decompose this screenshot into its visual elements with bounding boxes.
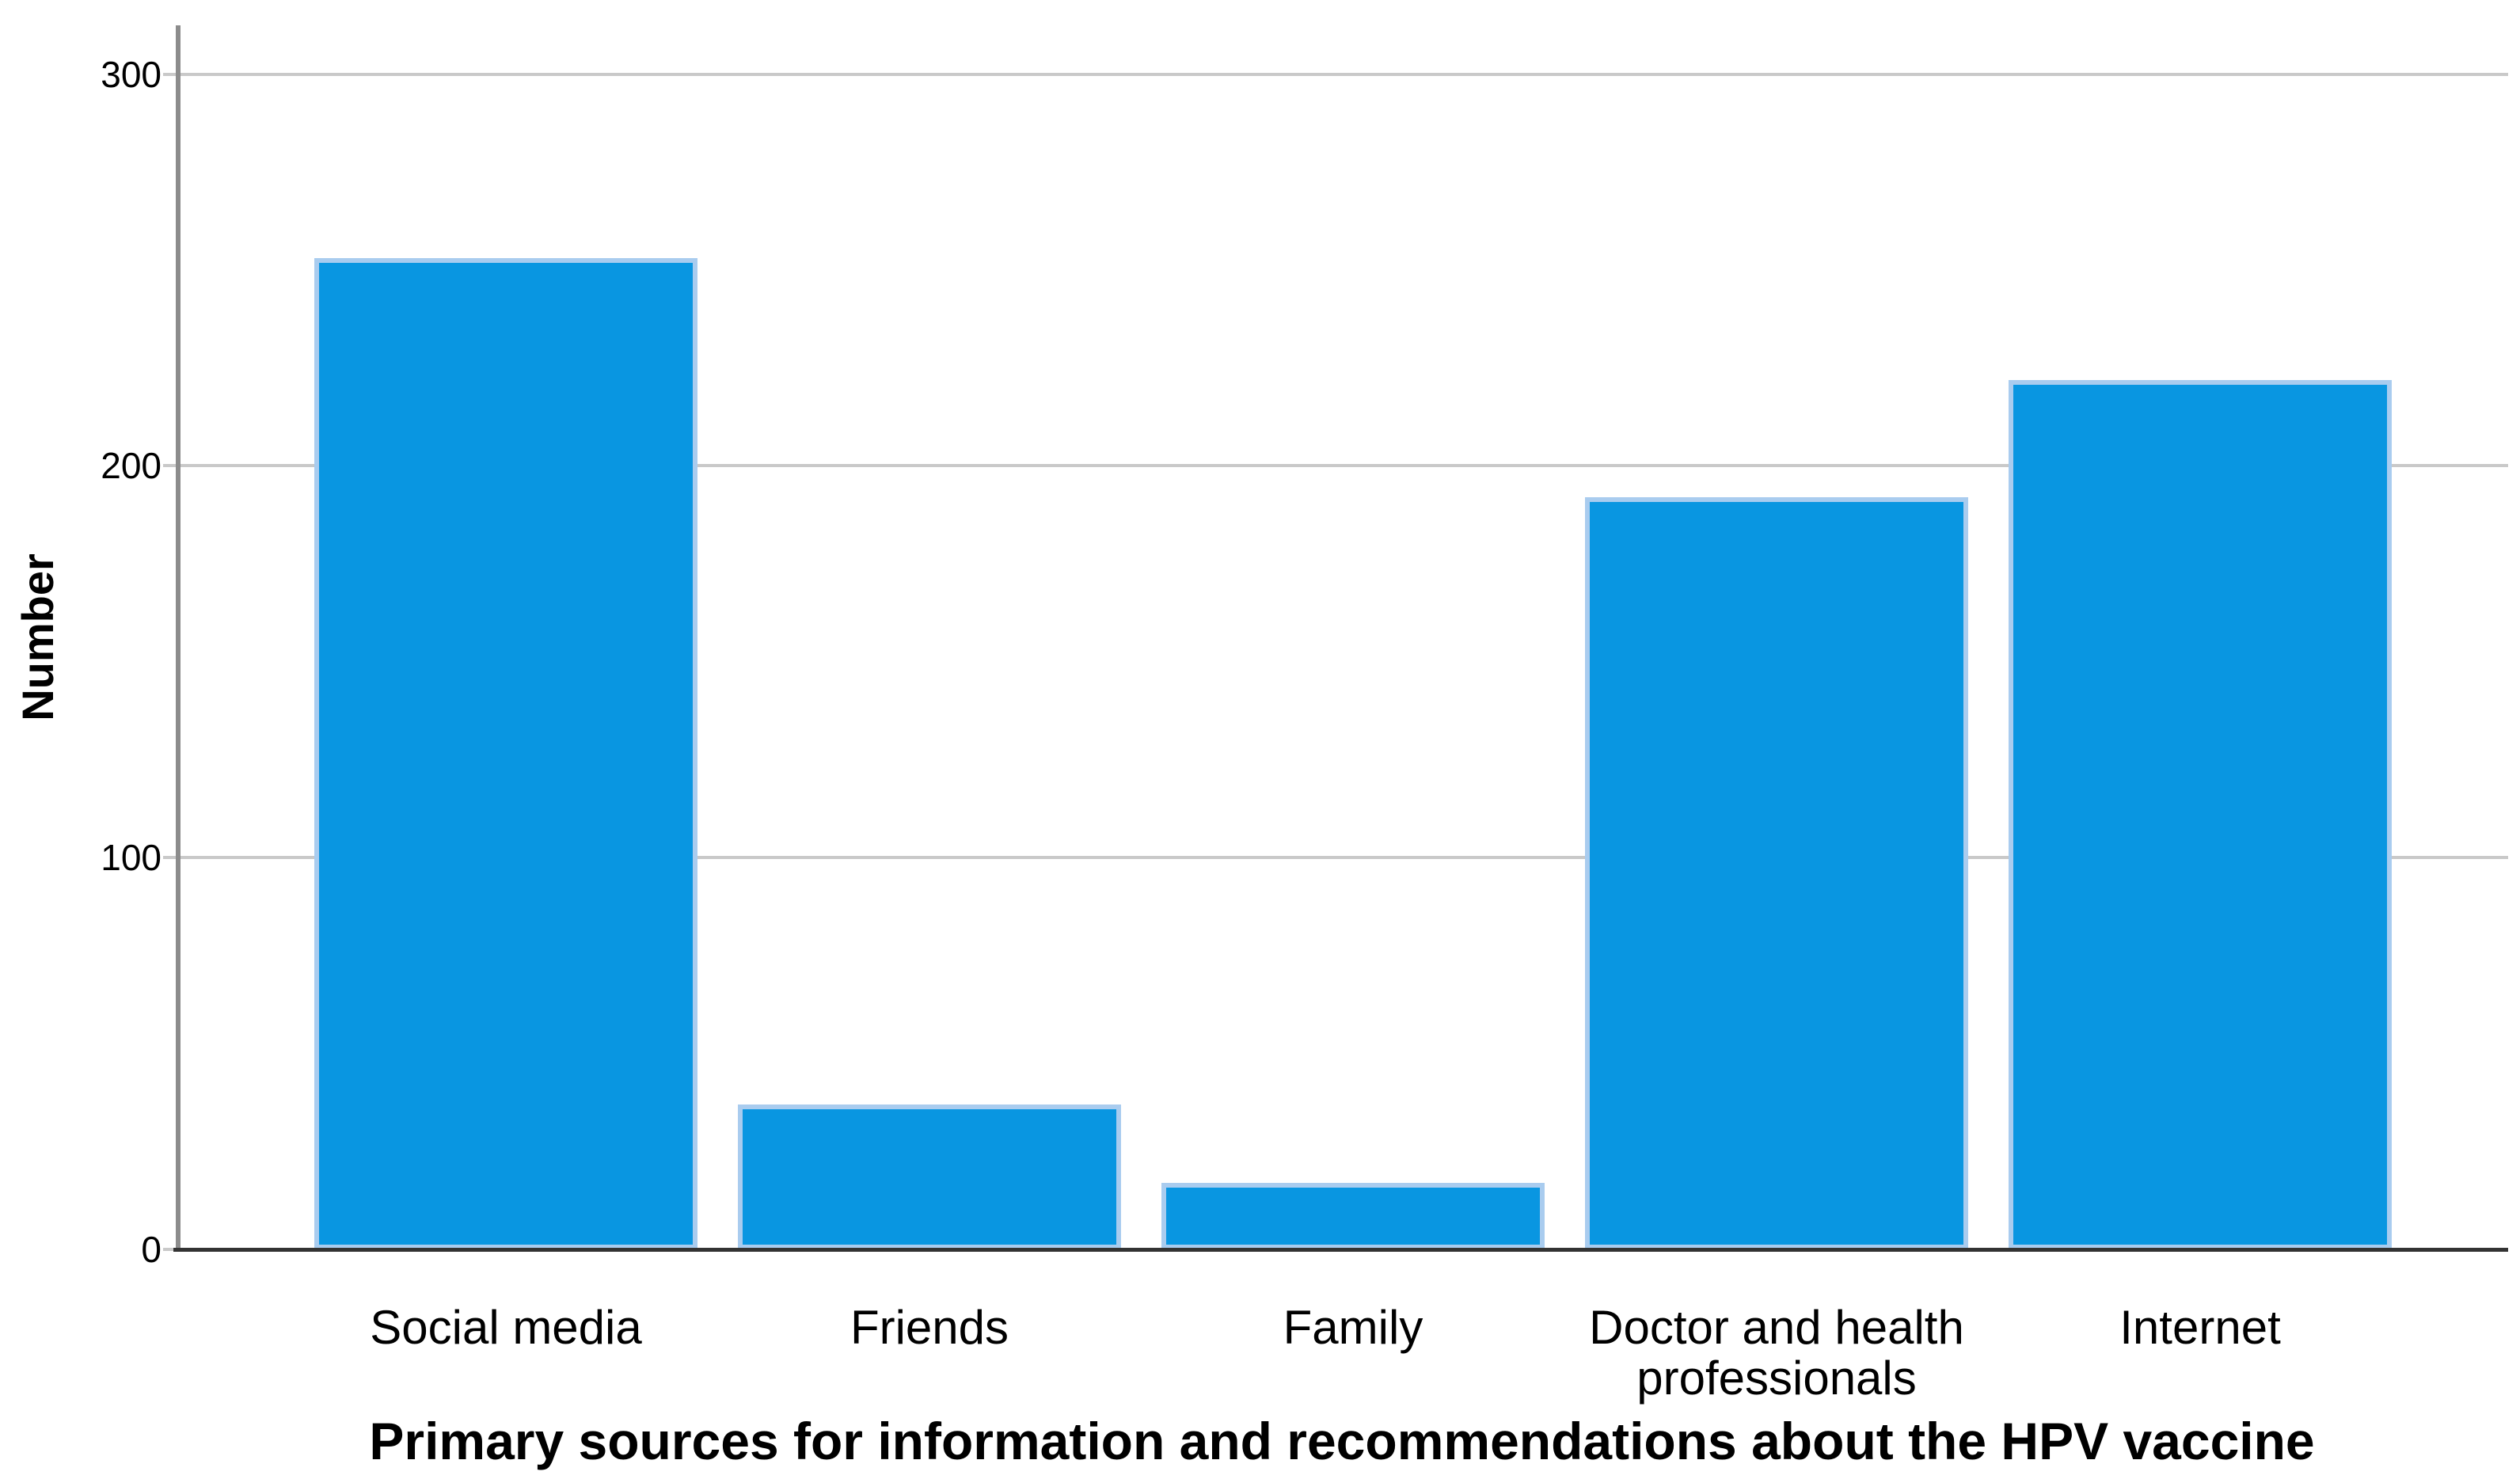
y-tick-mark-0	[163, 1248, 176, 1251]
y-tick-label-0: 0	[141, 1229, 162, 1270]
y-tick-label-200: 200	[101, 445, 162, 487]
x-axis-title: Primary sources for information and reco…	[369, 1412, 2315, 1470]
y-axis-line	[176, 25, 181, 1252]
x-tick-label-friends: Friends	[850, 1301, 1009, 1354]
y-tick-label-100: 100	[101, 837, 162, 879]
x-tick-label-social-media: Social media	[370, 1301, 642, 1354]
x-tick-label-family: Family	[1283, 1301, 1423, 1354]
gridline-200	[181, 464, 2508, 468]
bar-internet	[2009, 379, 2392, 1249]
bar-doctor-and-health-professionals	[1585, 496, 1968, 1249]
x-tick-label-doctor-and-health-professionals: Doctor and health professionals	[1589, 1301, 1964, 1405]
y-tick-label-300: 300	[101, 53, 162, 95]
gridline-100	[181, 856, 2508, 860]
y-tick-mark-200	[163, 464, 176, 468]
x-tick-label-internet: Internet	[2119, 1301, 2281, 1354]
y-tick-mark-100	[163, 856, 176, 860]
y-tick-mark-300	[163, 72, 176, 76]
bar-friends	[738, 1104, 1121, 1249]
x-axis-line	[173, 1248, 2508, 1252]
bar-social-media	[314, 258, 697, 1249]
gridline-300	[181, 72, 2508, 76]
bar-family	[1161, 1182, 1545, 1249]
